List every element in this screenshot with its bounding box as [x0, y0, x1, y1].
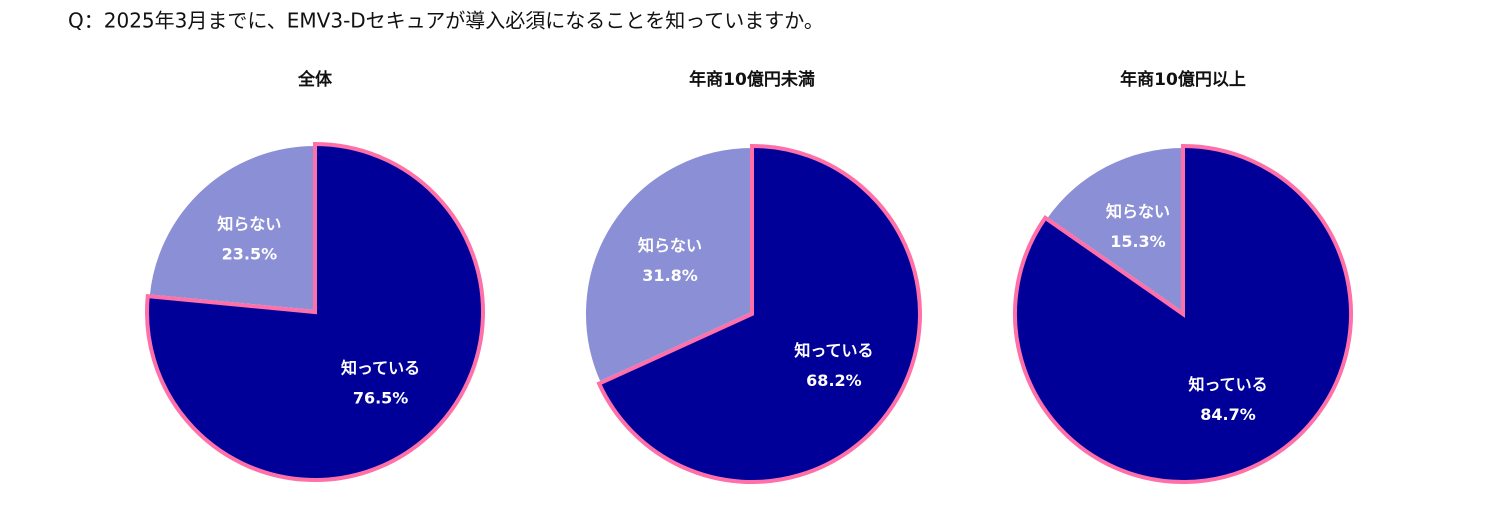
slice-category-label: 知らない — [217, 214, 281, 233]
slice-value-label: 23.5% — [222, 244, 278, 263]
pie-slice — [1013, 143, 1353, 484]
slice-value-label: 68.2% — [806, 371, 862, 390]
pie-slice — [582, 143, 754, 387]
slice-category-label: 知らない — [638, 236, 702, 255]
slice-category-label: 知らない — [1106, 202, 1170, 221]
pie-slice — [596, 143, 922, 484]
slice-value-label: 84.7% — [1200, 405, 1256, 424]
slice-category-label: 知っている — [794, 341, 873, 360]
slice-value-label: 76.5% — [353, 389, 409, 408]
slice-category-label: 知っている — [341, 359, 420, 378]
question-title: Q：2025年3月までに、EMV3-Dセキュアが導入必須になることを知っています… — [68, 9, 824, 33]
slice-category-label: 知っている — [1188, 375, 1267, 394]
pie-title: 全体 — [297, 69, 333, 90]
pie-slice — [1042, 143, 1185, 318]
pie-slice — [145, 141, 485, 482]
slice-value-label: 15.3% — [1110, 232, 1166, 251]
pie-slice — [145, 141, 317, 315]
pie-title: 年商10億円以上 — [1120, 69, 1246, 90]
pie-title: 年商10億円未満 — [689, 69, 815, 90]
slice-value-label: 31.8% — [642, 266, 698, 285]
